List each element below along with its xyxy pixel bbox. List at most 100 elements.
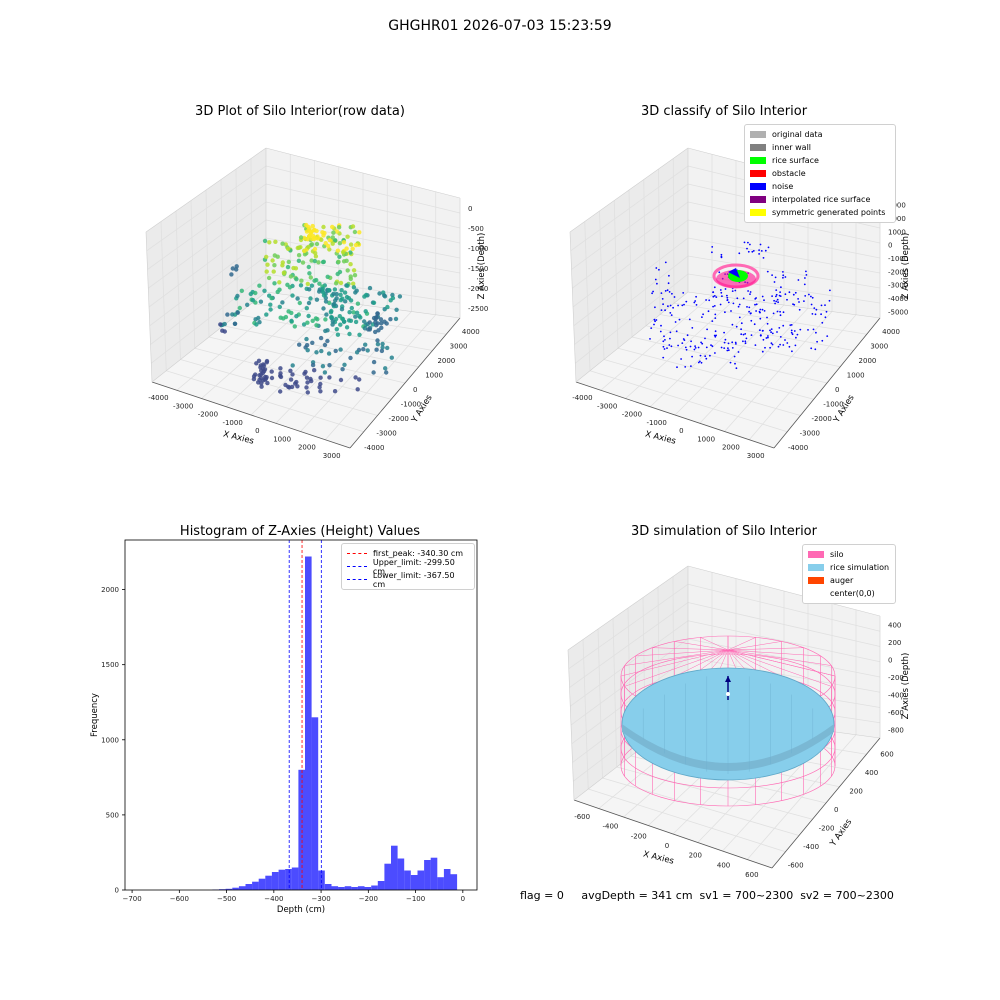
noise-point [654, 306, 656, 309]
x-tick-label: -200 [631, 832, 647, 840]
histogram-bar [265, 875, 272, 890]
x-tick-label: 0 [255, 427, 259, 435]
noise-point [747, 241, 749, 244]
noise-point [718, 271, 721, 274]
grid-line [147, 183, 267, 270]
z-tick-label: -2500 [468, 305, 488, 313]
data-point [333, 316, 339, 322]
data-point [283, 314, 289, 320]
data-point [278, 371, 283, 376]
data-point [318, 335, 324, 341]
legend-item: obstacle [750, 167, 890, 180]
data-point [280, 241, 285, 246]
data-point [306, 300, 312, 306]
noise-point [659, 330, 662, 333]
data-point [393, 316, 399, 322]
histogram-bar [258, 878, 266, 890]
noise-point [667, 305, 669, 308]
data-point [310, 362, 316, 368]
data-point [298, 235, 304, 240]
noise-point [724, 288, 727, 290]
data-point [254, 361, 259, 366]
data-point [306, 244, 311, 250]
data-point [330, 322, 335, 327]
data-point [277, 280, 282, 285]
data-point [317, 281, 322, 286]
noise-point [759, 317, 762, 320]
noise-point [660, 309, 663, 311]
data-point [288, 274, 294, 279]
x-axis-label: Depth (cm) [277, 905, 325, 915]
noise-point [740, 322, 743, 325]
noise-point [794, 291, 797, 294]
data-point [298, 283, 304, 288]
grid-line [631, 336, 828, 384]
grid-line [235, 168, 238, 315]
x-tick-label: -1000 [646, 419, 666, 427]
noise-point [751, 250, 754, 253]
grid-line [699, 307, 809, 424]
z-tick-label: 0 [888, 242, 892, 250]
noise-point [798, 308, 801, 311]
noise-point [758, 253, 760, 255]
noise-point [712, 305, 714, 308]
noise-point [700, 341, 702, 344]
data-point [257, 320, 262, 325]
data-point [306, 264, 311, 270]
data-point [315, 317, 320, 322]
grid-line [569, 602, 689, 688]
noise-point [656, 282, 658, 285]
noise-point [767, 336, 769, 339]
legend-item: Lower_limit: -367.50 cm [347, 571, 469, 589]
silo-roof-wire [727, 649, 821, 657]
histogram-bar [245, 884, 253, 890]
noise-point [731, 290, 734, 292]
noise-point [782, 324, 785, 327]
noise-point [714, 313, 717, 316]
noise-point [748, 306, 751, 309]
data-point [314, 297, 320, 302]
data-point [278, 374, 284, 380]
noise-point [711, 246, 714, 248]
noise-point [815, 308, 818, 311]
noise-point [713, 305, 716, 307]
noise-point [749, 291, 752, 293]
x-tick-label: −600 [170, 895, 189, 903]
y-tick-label: 0 [115, 887, 119, 895]
y-tick-label: -1000 [823, 400, 843, 408]
data-point [272, 281, 277, 286]
data-point [269, 369, 274, 374]
data-point [290, 293, 295, 298]
y-tick-label: -2000 [811, 415, 831, 423]
raw-plot-title: 3D Plot of Silo Interior(row data) [195, 104, 405, 119]
histogram-bar [252, 881, 259, 890]
data-point [382, 293, 387, 298]
data-point [397, 294, 403, 299]
legend-label: rice simulation [830, 563, 890, 572]
noise-point [675, 330, 678, 333]
legend-swatch [808, 590, 824, 597]
noise-point [775, 295, 777, 298]
z-tick-label: 0 [888, 657, 892, 665]
data-point [379, 321, 384, 326]
data-point [323, 299, 329, 304]
data-point [348, 262, 353, 267]
noise-point [777, 301, 779, 304]
noise-point [767, 246, 770, 249]
histogram-bar [311, 717, 319, 890]
x-tick-label: 1000 [697, 435, 715, 443]
noise-point [733, 355, 736, 358]
noise-point [654, 320, 656, 323]
noise-point [750, 334, 753, 336]
noise-point [746, 306, 748, 308]
noise-point [784, 293, 787, 296]
data-point [254, 322, 259, 327]
noise-point [749, 243, 751, 246]
noise-point [664, 339, 666, 341]
histogram-bar [371, 885, 378, 890]
y-tick-label: 4000 [882, 328, 900, 336]
z-tick-label: -400 [888, 691, 904, 699]
noise-point [668, 344, 671, 346]
x-tick-label: 3000 [747, 452, 765, 460]
data-point [253, 290, 258, 296]
